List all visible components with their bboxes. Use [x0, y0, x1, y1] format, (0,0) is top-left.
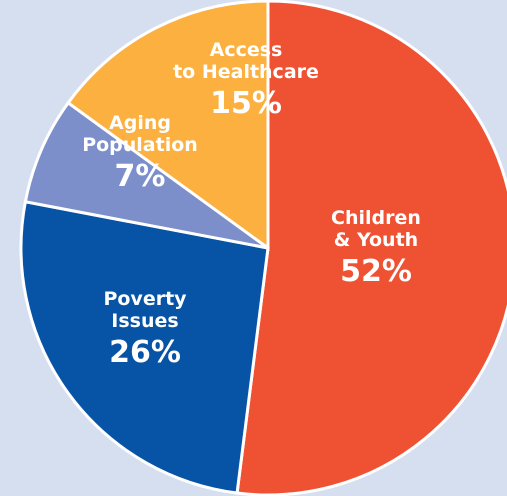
pie-slice-0: [235, 0, 507, 496]
slice-name-2-line-0: Aging: [109, 112, 171, 134]
pie-slice-3: [66, 0, 270, 251]
pie-slice-2: [23, 100, 269, 250]
slice-name-2-line-1: Population: [82, 134, 198, 156]
slice-value-label-1: 26%: [109, 335, 181, 370]
slice-value-label-2: 7%: [115, 159, 166, 194]
slice-name-0-line-1: & Youth: [334, 229, 418, 251]
slice-value-label-3: 15%: [210, 86, 282, 121]
slice-name-3-line-1: to Healthcare: [173, 61, 319, 83]
slice-name-1-line-0: Poverty: [103, 288, 187, 310]
slice-label-0: Children& Youth 52%: [331, 207, 421, 289]
slice-name-1-line-1: Issues: [111, 310, 178, 332]
slice-name-3-line-0: Access: [210, 39, 283, 61]
slice-value-label-0: 52%: [340, 254, 412, 289]
slice-name-0-line-0: Children: [331, 207, 421, 229]
pie-slice-1: [19, 199, 270, 495]
